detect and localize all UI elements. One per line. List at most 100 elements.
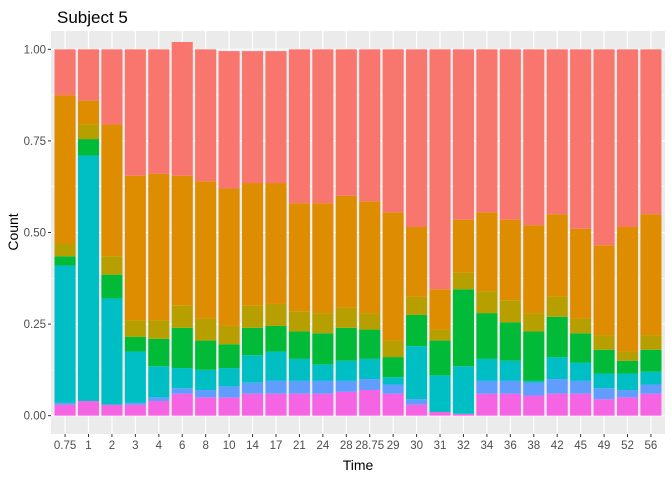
bar-segment xyxy=(124,320,146,337)
bar-stack xyxy=(312,49,334,416)
bar-segment xyxy=(523,49,545,226)
bar-segment xyxy=(195,390,217,398)
bar-segment xyxy=(616,360,639,374)
bar-segment xyxy=(570,380,592,394)
bar-segment xyxy=(335,327,357,361)
bar-segment xyxy=(241,327,264,356)
bar-segment xyxy=(640,393,662,416)
bar-segment xyxy=(171,41,193,176)
y-axis-title: Count xyxy=(5,213,21,250)
bar-segment xyxy=(218,344,240,369)
bar-segment xyxy=(476,291,498,314)
x-tick-label: 0.75 xyxy=(54,440,76,452)
bar-segment xyxy=(616,49,639,228)
bar-stack xyxy=(359,49,381,416)
bar-segment xyxy=(593,388,615,400)
bar-stack xyxy=(265,51,287,416)
bar-segment xyxy=(124,402,146,405)
bar-segment xyxy=(570,362,592,381)
bar-segment xyxy=(218,368,240,387)
bar-segment xyxy=(54,243,76,257)
bar-segment xyxy=(499,219,521,301)
bar-segment xyxy=(429,329,451,341)
bar-segment xyxy=(359,358,381,380)
y-tick-label: 0.00 xyxy=(24,411,46,423)
bar-segment xyxy=(546,316,568,358)
bar-segment xyxy=(335,391,357,416)
x-tick-label: 10 xyxy=(223,440,236,452)
x-tick-label: 1 xyxy=(85,440,91,452)
bar-segment xyxy=(523,225,545,314)
x-axis-title: Time xyxy=(343,457,374,473)
x-tick-label: 17 xyxy=(270,440,283,452)
bar-segment xyxy=(359,313,381,330)
bar-segment xyxy=(195,181,217,319)
bar-stack xyxy=(570,49,592,416)
bar-segment xyxy=(148,338,170,367)
x-tick-label: 36 xyxy=(504,440,517,452)
bar-segment xyxy=(171,327,193,369)
bar-segment xyxy=(359,379,381,391)
bar-segment xyxy=(195,397,217,416)
bar-stacks xyxy=(54,41,662,416)
bar-segment xyxy=(429,412,451,416)
bar-segment xyxy=(148,366,170,398)
bar-stack xyxy=(335,49,357,416)
bar-segment xyxy=(570,318,592,334)
bar-segment xyxy=(54,404,76,416)
bar-segment xyxy=(616,397,639,416)
bar-segment xyxy=(265,393,287,416)
bar-segment xyxy=(382,49,404,213)
bar-segment xyxy=(218,51,240,189)
bar-stack xyxy=(476,49,498,416)
bar-segment xyxy=(77,155,100,402)
bar-segment xyxy=(523,313,545,332)
bar-segment xyxy=(406,296,428,315)
bar-segment xyxy=(218,188,240,326)
bar-segment xyxy=(54,95,76,244)
bar-segment xyxy=(476,49,498,213)
bar-segment xyxy=(171,368,193,389)
bar-segment xyxy=(523,382,545,396)
bar-segment xyxy=(546,357,568,380)
bar-segment xyxy=(499,322,521,361)
bar-segment xyxy=(124,336,146,352)
bar-segment xyxy=(429,289,451,330)
bar-segment xyxy=(124,49,146,176)
bar-segment xyxy=(593,335,615,350)
x-tick-label: 42 xyxy=(551,440,564,452)
bar-stack xyxy=(616,49,639,416)
bar-segment xyxy=(101,274,123,299)
x-tick-label: 29 xyxy=(387,440,400,452)
bar-segment xyxy=(640,384,662,394)
bar-segment xyxy=(616,390,639,398)
bar-segment xyxy=(382,377,404,385)
bar-segment xyxy=(288,49,310,204)
x-tick-label: 28.75 xyxy=(355,440,384,452)
bar-segment xyxy=(406,346,428,400)
bar-segment xyxy=(54,265,76,403)
bar-segment xyxy=(241,305,264,328)
y-tick-label: 0.25 xyxy=(24,319,46,331)
bar-segment xyxy=(382,212,404,341)
bar-segment xyxy=(101,49,123,125)
bar-segment xyxy=(523,395,545,416)
bar-stack xyxy=(124,49,146,416)
bar-segment xyxy=(335,307,357,328)
bar-segment xyxy=(593,245,615,336)
bar-segment xyxy=(570,333,592,363)
bar-segment xyxy=(406,314,428,347)
bar-segment xyxy=(640,335,662,350)
bar-segment xyxy=(195,49,217,182)
bar-segment xyxy=(312,313,334,334)
bar-segment xyxy=(241,355,264,383)
bar-segment xyxy=(476,393,498,416)
bar-stack xyxy=(452,49,475,416)
bar-segment xyxy=(452,289,475,367)
bar-segment xyxy=(288,380,310,394)
bar-segment xyxy=(218,397,240,416)
bar-segment xyxy=(593,349,615,374)
bar-segment xyxy=(335,195,357,308)
bar-segment xyxy=(218,325,240,345)
